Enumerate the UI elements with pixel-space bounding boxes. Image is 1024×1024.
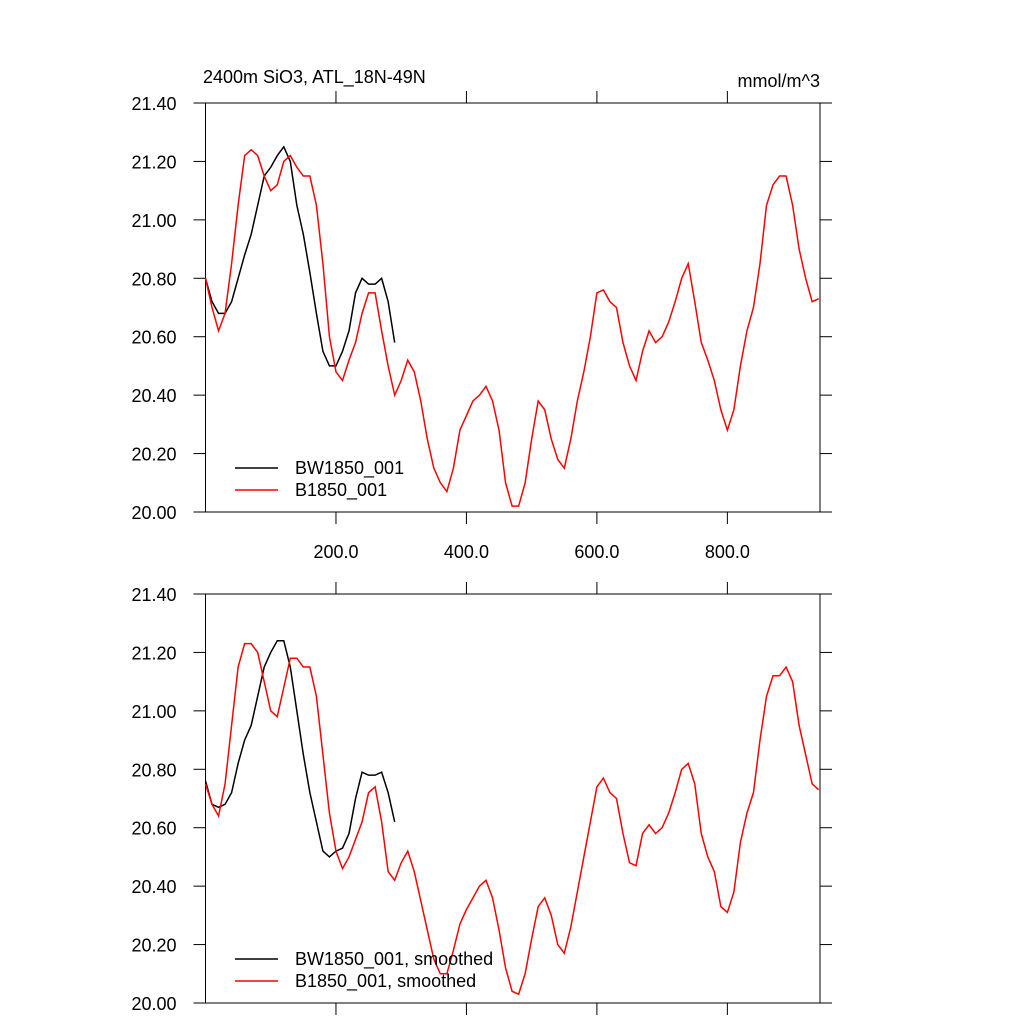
data-line [204,145,396,367]
legend-label: BW1850_001 [295,458,404,479]
units-label: mmol/m^3 [738,71,820,91]
y-tick-label: 20.00 [131,503,176,523]
y-tick-label: 20.20 [131,445,176,465]
y-tick-label: 21.40 [131,585,176,605]
x-tick-label: 800.0 [705,542,750,562]
y-tick-label: 20.80 [131,269,176,289]
legend-label: BW1850_001, smoothed [295,949,493,970]
y-tick-label: 20.80 [131,760,176,780]
x-tick-label: 200.0 [313,542,358,562]
plot-frame [205,593,821,1004]
plot-frame [205,102,821,513]
y-tick-label: 21.00 [131,702,176,722]
data-line [204,642,820,996]
x-tick-label: 400.0 [444,542,489,562]
data-line [204,639,396,858]
chart-title: 2400m SiO3, ATL_18N-49N [203,67,426,88]
y-tick-label: 20.40 [131,877,176,897]
y-tick-label: 21.40 [131,94,176,114]
y-tick-label: 20.20 [131,936,176,956]
y-tick-label: 21.00 [131,211,176,231]
data-line [204,148,820,507]
y-tick-label: 20.60 [131,819,176,839]
y-tick-label: 20.00 [131,994,176,1014]
y-tick-label: 20.60 [131,328,176,348]
x-tick-label: 600.0 [574,542,619,562]
y-tick-label: 21.20 [131,152,176,172]
y-tick-label: 21.20 [131,643,176,663]
y-tick-label: 20.40 [131,386,176,406]
legend-label: B1850_001 [295,480,387,501]
legend-label: B1850_001, smoothed [295,971,476,992]
